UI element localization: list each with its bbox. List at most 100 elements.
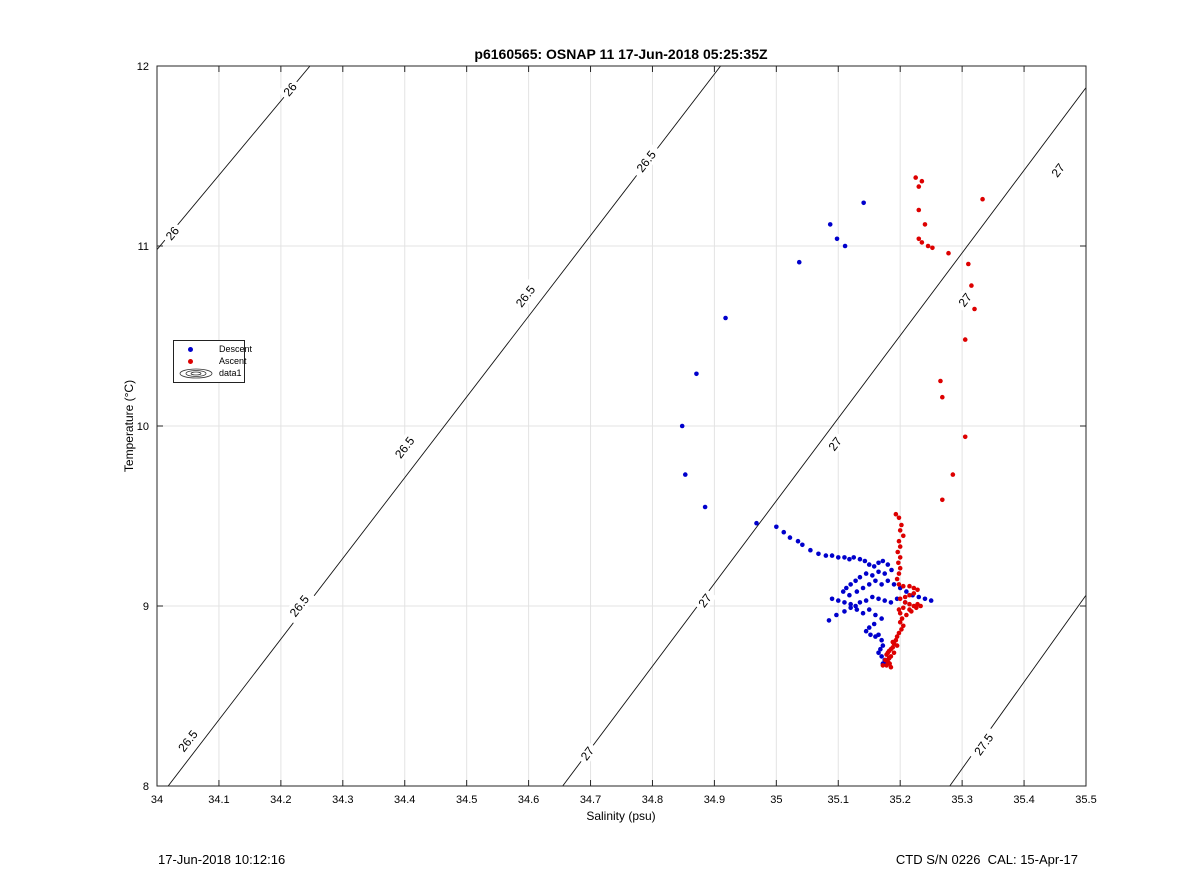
x-tick-label: 35.1 bbox=[828, 794, 849, 806]
point-descent bbox=[871, 621, 877, 627]
point-descent bbox=[891, 582, 897, 587]
point-descent bbox=[876, 650, 881, 656]
point-descent bbox=[880, 643, 886, 648]
point-descent bbox=[871, 564, 877, 569]
point-descent bbox=[866, 562, 872, 567]
point-descent bbox=[847, 556, 852, 562]
point-ascent bbox=[888, 664, 894, 670]
data-points bbox=[679, 175, 985, 670]
x-tick-label: 34 bbox=[151, 794, 163, 806]
point-ascent bbox=[914, 605, 919, 611]
point-ascent bbox=[940, 497, 945, 503]
chart-title: p6160565: OSNAP 11 17-Jun-2018 05:25:35Z bbox=[474, 46, 768, 62]
point-descent bbox=[863, 598, 869, 603]
x-tick-label: 34.1 bbox=[208, 794, 229, 806]
x-tick-label: 35.3 bbox=[951, 794, 972, 806]
point-descent bbox=[795, 538, 801, 544]
y-tick-label: 8 bbox=[143, 781, 149, 793]
point-ascent bbox=[894, 576, 900, 582]
point-descent bbox=[857, 556, 863, 562]
point-ascent bbox=[894, 643, 900, 648]
point-descent bbox=[885, 562, 891, 567]
point-ascent bbox=[962, 434, 968, 440]
contour-label-bg bbox=[388, 429, 421, 466]
point-ascent bbox=[896, 571, 902, 576]
point-ascent bbox=[900, 583, 906, 589]
point-ascent bbox=[893, 511, 899, 517]
point-ascent bbox=[930, 245, 935, 251]
x-tick-label: 34.7 bbox=[580, 794, 601, 806]
point-ascent bbox=[980, 196, 985, 202]
point-descent bbox=[916, 594, 922, 600]
x-tick-label: 34.3 bbox=[332, 794, 353, 806]
x-tick-label: 34.8 bbox=[642, 794, 663, 806]
point-descent bbox=[826, 618, 832, 623]
x-tick-label: 34.4 bbox=[394, 794, 415, 806]
point-descent bbox=[866, 625, 872, 630]
point-ascent bbox=[897, 544, 903, 549]
point-ascent bbox=[925, 243, 931, 249]
point-descent bbox=[834, 236, 840, 242]
point-descent bbox=[679, 423, 685, 429]
point-descent bbox=[808, 547, 813, 553]
legend-item-descent: Descent bbox=[174, 343, 252, 355]
contour-label-bg bbox=[629, 143, 663, 180]
point-descent bbox=[857, 600, 863, 605]
point-descent bbox=[879, 616, 884, 621]
point-descent bbox=[888, 600, 894, 605]
point-ascent bbox=[972, 306, 977, 312]
point-descent bbox=[844, 585, 849, 591]
legend: Descent Ascent data1 bbox=[173, 340, 252, 383]
point-descent bbox=[879, 654, 884, 659]
contour-label: 27 bbox=[952, 287, 977, 313]
point-ascent bbox=[891, 650, 897, 656]
point-ascent bbox=[897, 528, 903, 533]
contour-label: 27 bbox=[575, 740, 600, 766]
point-descent bbox=[866, 607, 872, 612]
point-descent bbox=[835, 598, 841, 603]
point-descent bbox=[854, 607, 860, 612]
point-ascent bbox=[895, 549, 901, 555]
x-tick-label: 34.2 bbox=[270, 794, 291, 806]
contour-label: 27 bbox=[692, 587, 717, 613]
point-descent bbox=[702, 504, 708, 510]
point-ascent bbox=[913, 175, 918, 180]
point-ascent bbox=[896, 515, 902, 521]
contour-label-bg bbox=[508, 278, 542, 315]
point-descent bbox=[853, 603, 858, 609]
point-descent bbox=[800, 542, 805, 548]
point-ascent bbox=[919, 178, 925, 184]
point-ascent bbox=[899, 522, 904, 528]
y-tick-label: 9 bbox=[143, 601, 149, 613]
point-descent bbox=[840, 589, 846, 594]
point-descent bbox=[868, 632, 873, 638]
contour-label-bg bbox=[159, 220, 185, 246]
point-ascent bbox=[916, 207, 922, 213]
point-ascent bbox=[897, 619, 903, 625]
point-descent bbox=[682, 472, 688, 477]
x-tick-label: 34.9 bbox=[704, 794, 725, 806]
point-ascent bbox=[880, 663, 886, 668]
contour-label: 26 bbox=[277, 76, 302, 102]
contour-label-bg bbox=[282, 587, 316, 624]
ascent-marker-icon bbox=[188, 359, 193, 364]
point-descent bbox=[882, 571, 888, 576]
point-descent bbox=[860, 610, 866, 616]
point-descent bbox=[851, 555, 857, 560]
point-descent bbox=[834, 612, 839, 618]
point-ascent bbox=[938, 378, 943, 384]
point-descent bbox=[873, 578, 878, 584]
point-ascent bbox=[884, 663, 889, 668]
point-ascent bbox=[950, 472, 956, 477]
point-descent bbox=[774, 524, 779, 530]
point-descent bbox=[873, 612, 878, 618]
point-descent bbox=[835, 555, 841, 560]
x-tick-label: 35.4 bbox=[1013, 794, 1034, 806]
point-descent bbox=[816, 551, 821, 557]
y-axis-label: Temperature (°C) bbox=[122, 380, 136, 472]
point-ascent bbox=[940, 394, 945, 400]
point-ascent bbox=[904, 612, 909, 618]
point-descent bbox=[857, 574, 863, 580]
contour-line-26-5 bbox=[167, 66, 721, 786]
